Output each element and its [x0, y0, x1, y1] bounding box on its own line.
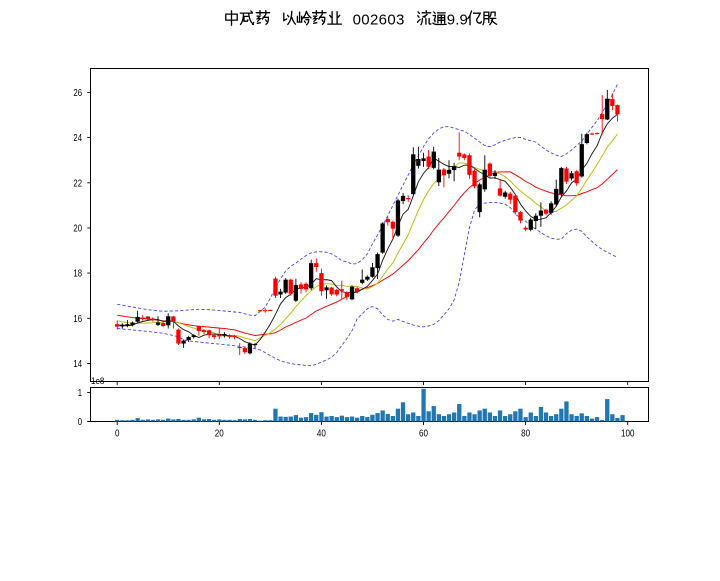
svg-text:20: 20 — [215, 428, 224, 439]
svg-text:24: 24 — [73, 133, 82, 144]
svg-text:16: 16 — [73, 314, 82, 325]
svg-text:14: 14 — [73, 359, 82, 370]
svg-text:40: 40 — [317, 428, 326, 439]
svg-text:1e8: 1e8 — [91, 376, 104, 387]
svg-text:100: 100 — [621, 428, 635, 439]
svg-text:60: 60 — [419, 428, 428, 439]
svg-text:0: 0 — [78, 417, 83, 428]
svg-text:26: 26 — [73, 88, 82, 99]
svg-text:1: 1 — [78, 388, 83, 399]
svg-text:22: 22 — [73, 178, 82, 189]
svg-text:9.9: 9.9 — [447, 12, 468, 29]
svg-text:18: 18 — [73, 269, 82, 280]
svg-text:0: 0 — [115, 428, 120, 439]
svg-text:20: 20 — [73, 223, 82, 234]
svg-text:002603: 002603 — [353, 12, 405, 29]
svg-text:80: 80 — [521, 428, 530, 439]
